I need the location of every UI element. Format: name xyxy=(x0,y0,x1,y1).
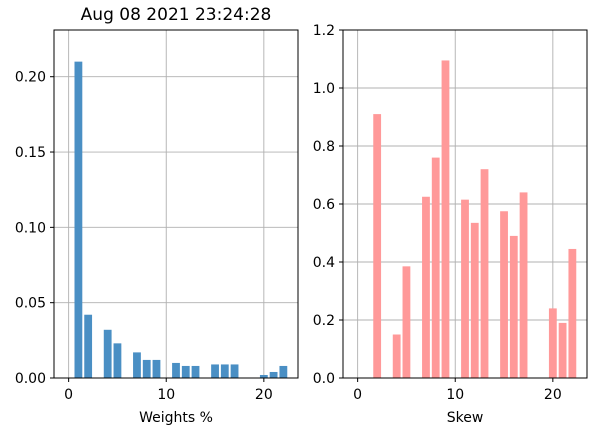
bar xyxy=(172,362,180,378)
bar xyxy=(103,329,112,378)
bar xyxy=(480,169,489,378)
bar xyxy=(431,157,440,378)
bar xyxy=(548,308,557,378)
x-axis-label: Weights % xyxy=(139,410,213,426)
bar xyxy=(422,196,430,378)
x-tick-label: 20 xyxy=(544,387,562,403)
bar xyxy=(142,359,151,378)
bar xyxy=(133,352,141,378)
y-tick-label: 0.8 xyxy=(313,139,335,155)
bar xyxy=(74,61,83,379)
chart-skew: 0 10 20 0.0 0.2 0.4 0.6 0.8 1.0 1.2 Skew xyxy=(313,23,588,426)
bar xyxy=(191,365,200,378)
y-tick-label: 0.05 xyxy=(15,296,46,312)
y-tick-label: 0.15 xyxy=(15,145,46,161)
bar xyxy=(470,222,479,378)
y-tick-label: 0.00 xyxy=(15,371,46,387)
bar xyxy=(211,364,219,378)
bar xyxy=(402,266,411,378)
y-tick-label: 0.6 xyxy=(313,197,335,213)
x-tick-label: 10 xyxy=(157,387,175,403)
bar xyxy=(373,114,382,378)
bar xyxy=(220,364,229,378)
y-tick-label: 0.0 xyxy=(313,371,335,387)
bar xyxy=(441,60,450,378)
bar xyxy=(392,334,401,378)
y-tick-label: 0.20 xyxy=(15,70,46,86)
y-tick-label: 0.2 xyxy=(313,313,335,329)
bar xyxy=(181,365,190,378)
bar xyxy=(152,359,161,378)
y-tick-label: 0.10 xyxy=(15,220,46,236)
bar xyxy=(230,364,239,378)
x-axis-label: Skew xyxy=(447,410,484,426)
bar xyxy=(269,371,278,378)
x-tick-label: 10 xyxy=(446,387,464,403)
x-tick-label: 0 xyxy=(64,387,73,403)
x-tick-label: 20 xyxy=(255,387,273,403)
axes-frame xyxy=(53,29,299,379)
bar xyxy=(519,192,528,378)
bar xyxy=(461,199,469,378)
bar xyxy=(113,343,122,378)
y-tick-label: 1.2 xyxy=(313,23,335,39)
bar xyxy=(568,248,577,378)
bar xyxy=(500,211,508,378)
x-tick-label: 0 xyxy=(353,387,362,403)
bar xyxy=(558,322,567,378)
chart-weights: 0 10 20 0.00 0.05 0.10 0.15 0.20 Weights % Aug 08… xyxy=(15,5,299,426)
bar xyxy=(84,314,93,378)
y-tick-label: 0.4 xyxy=(313,255,335,271)
bar xyxy=(509,235,518,378)
chart-title: Aug 08 2021 23:24:28 xyxy=(81,5,272,25)
y-tick-label: 1.0 xyxy=(313,81,335,97)
bar xyxy=(279,365,288,378)
bar xyxy=(259,374,268,378)
